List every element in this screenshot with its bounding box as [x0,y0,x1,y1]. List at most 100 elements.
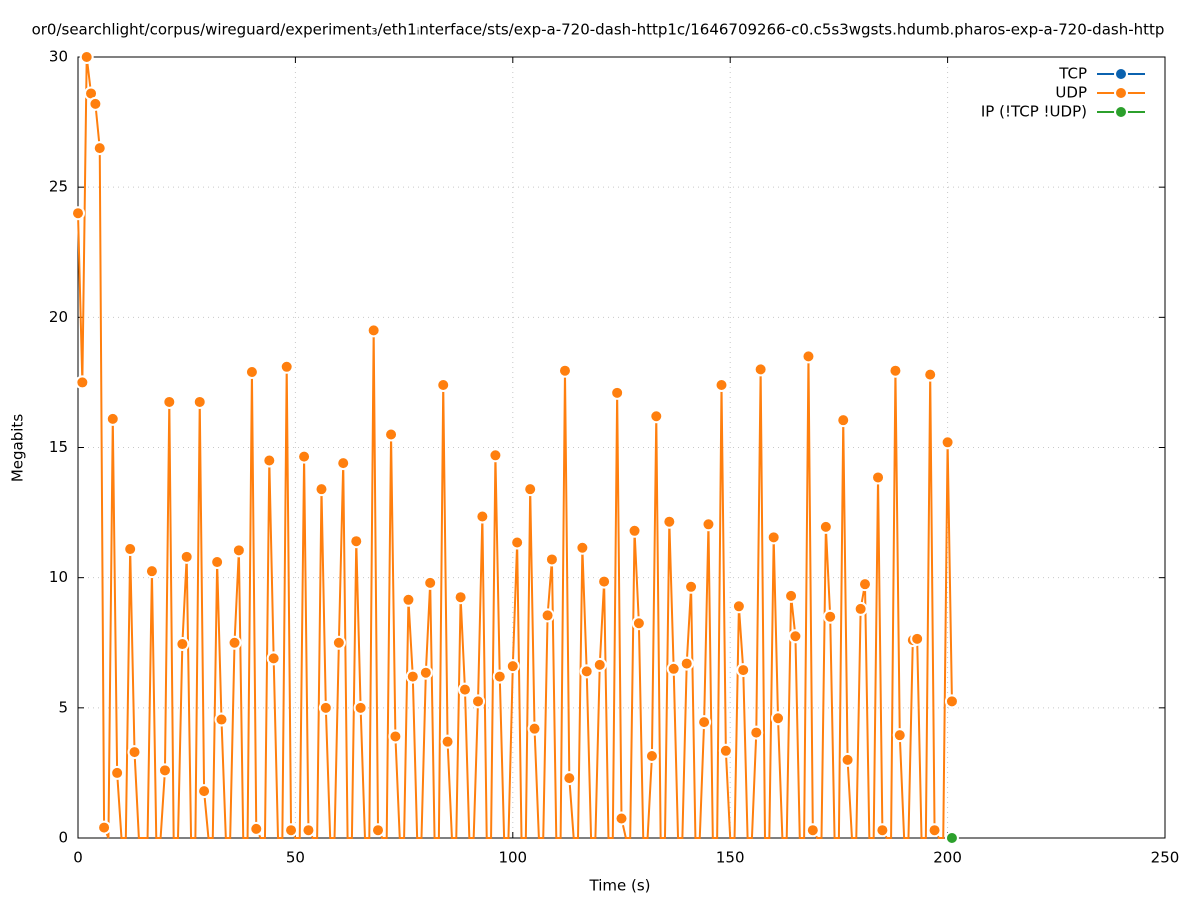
legend-marker [1114,105,1128,119]
data-point [110,765,125,780]
data-point [175,637,190,652]
data-point [105,411,120,426]
data-point [753,362,768,377]
data-point [610,385,625,400]
data-point [371,823,386,838]
data-point [871,470,886,485]
data-point [944,831,959,845]
y-tick-label: 5 [58,698,68,716]
data-point [123,542,138,557]
data-point [614,811,629,826]
data-point [714,378,729,393]
data-point [297,449,312,464]
data-point [384,427,399,442]
data-point [179,549,194,564]
x-tick-label: 0 [73,849,83,867]
legend-label: UDP [1055,84,1087,102]
data-point [262,453,277,468]
data-point [823,609,838,624]
data-point [405,669,420,684]
data-point [249,821,264,836]
data-point [644,748,659,763]
data-point [440,734,455,749]
plot-border [77,56,1166,839]
data-point [679,656,694,671]
data-point [853,601,868,616]
data-point [331,635,346,650]
data-point [701,517,716,532]
data-point [157,763,172,778]
data-point [457,682,472,697]
data-point [318,700,333,715]
data-point [510,535,525,550]
data-point [771,711,786,726]
legend-marker [1114,67,1128,81]
data-point [801,349,816,364]
data-point [192,394,207,409]
data-point [75,375,90,390]
data-point [505,659,520,674]
data-point [436,378,451,393]
data-point [818,519,833,534]
data-point [492,669,507,684]
data-point [592,657,607,672]
data-point [144,564,159,579]
data-point [488,448,503,463]
data-point [927,823,942,838]
data-point [766,530,781,545]
data-point [79,50,94,64]
data-point [336,456,351,471]
data-point [910,631,925,646]
data-point [662,514,677,529]
data-point [418,665,433,680]
data-point [527,721,542,736]
chart-title: or0/searchlight/corpus/wireguard/experim… [32,21,1165,39]
data-point [597,574,612,589]
legend-label: IP (!TCP !UDP) [981,103,1087,121]
data-point [892,728,907,743]
data-point [749,725,764,740]
data-point [266,651,281,666]
data-point [453,590,468,605]
x-tick-label: 250 [1151,849,1180,867]
y-axis-label: Megabits [9,414,27,482]
data-point [697,715,712,730]
x-tick-label: 50 [286,849,305,867]
data-point [940,435,955,450]
data-point [231,543,246,558]
data-point [127,745,142,760]
data-point [540,608,555,623]
data-point [944,694,959,709]
data-point [731,599,746,614]
data-point [788,629,803,644]
data-point [284,823,299,838]
data-point [684,579,699,594]
data-point [575,540,590,555]
data-point [423,575,438,590]
data-point [649,409,664,424]
data-point [923,367,938,382]
y-tick-label: 20 [49,308,68,326]
data-point [162,394,177,409]
data-point [314,482,329,497]
data-point [366,323,381,338]
y-tick-label: 25 [49,178,68,196]
data-point [836,413,851,428]
data-point [227,635,242,650]
y-tick-label: 15 [49,438,68,456]
data-point [627,523,642,538]
data-point [579,664,594,679]
x-tick-label: 100 [498,849,527,867]
x-axis-label: Time (s) [589,877,651,895]
data-point [92,141,107,156]
data-point [475,509,490,524]
data-point [244,365,259,380]
x-tick-label: 200 [933,849,962,867]
x-tick-label: 150 [716,849,745,867]
data-point [875,823,890,838]
data-point [857,577,872,592]
data-point [666,661,681,676]
data-point [71,206,85,221]
legend-label: TCP [1058,65,1087,83]
